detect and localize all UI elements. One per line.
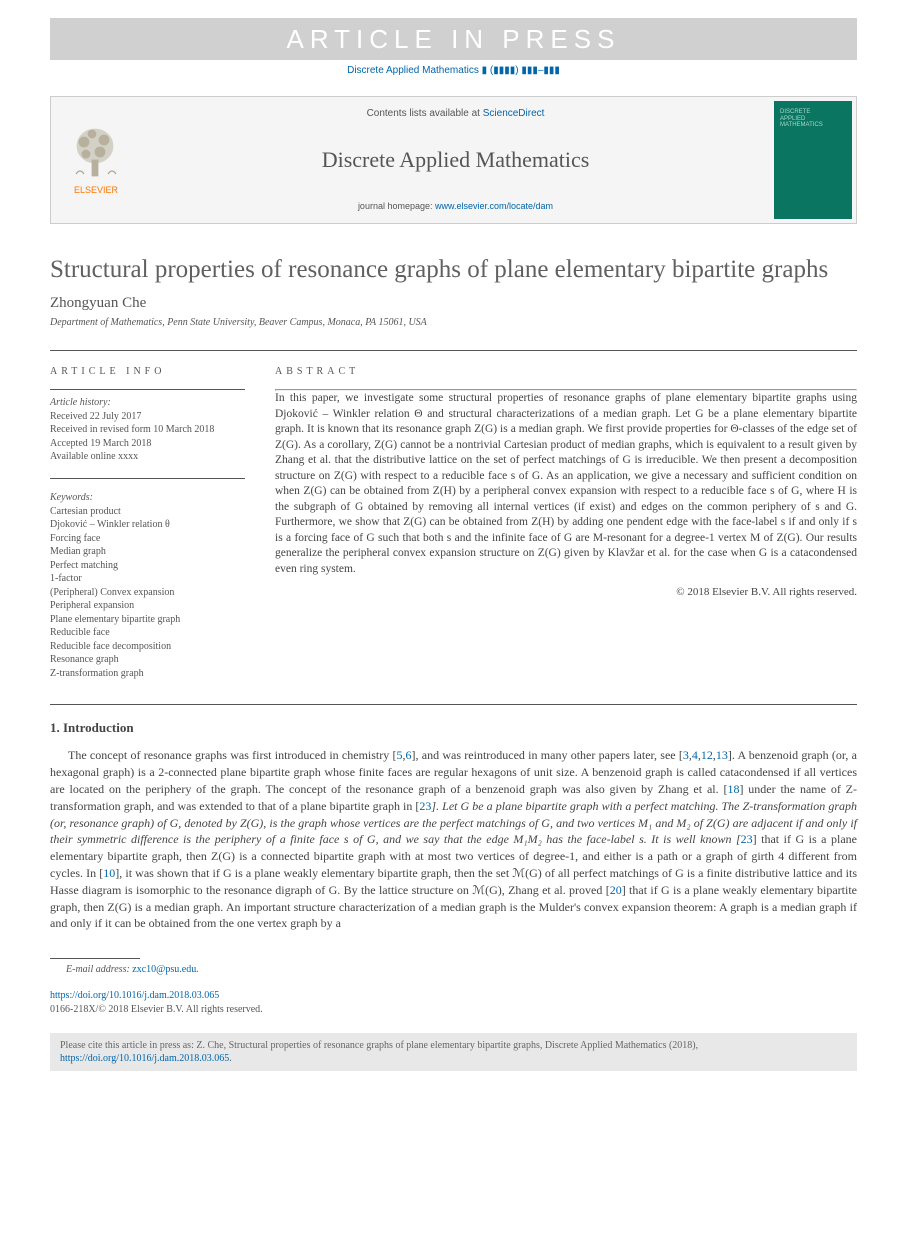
keyword: Reducible face decomposition	[50, 640, 245, 654]
email-footnote: E-mail address: zxc10@psu.edu.	[50, 963, 857, 977]
cite-doi-link[interactable]: https://doi.org/10.1016/j.dam.2018.03.06…	[60, 1053, 229, 1064]
keyword: Djoković – Winkler relation θ	[50, 518, 245, 532]
keyword: Median graph	[50, 545, 245, 559]
header-center: Contents lists available at ScienceDirec…	[141, 97, 770, 223]
article-history: Article history: Received 22 July 2017 R…	[50, 396, 245, 464]
citation-link[interactable]: 13	[716, 748, 728, 762]
publisher-logo: ELSEVIER	[51, 97, 141, 223]
revised-date: Received in revised form 10 March 2018	[50, 423, 245, 437]
text: ], and was reintroduced in many other pa…	[412, 748, 683, 762]
contents-prefix: Contents lists available at	[367, 108, 483, 119]
email-link[interactable]: zxc10@psu.edu	[132, 964, 196, 975]
abstract-column: abstract In this paper, we investigate s…	[275, 351, 857, 680]
homepage-line: journal homepage: www.elsevier.com/locat…	[358, 200, 553, 213]
cite-text: Please cite this article in press as: Z.…	[60, 1040, 698, 1051]
text: The concept of resonance graphs was firs…	[68, 748, 397, 762]
banner-text: ARTICLE IN PRESS	[287, 21, 621, 57]
doi-link[interactable]: https://doi.org/10.1016/j.dam.2018.03.06…	[50, 989, 857, 1003]
intro-paragraph: The concept of resonance graphs was firs…	[50, 747, 857, 932]
issn-copyright: 0166-218X/© 2018 Elsevier B.V. All right…	[50, 1003, 857, 1017]
banner-subtext: Discrete Applied Mathematics ▮ (▮▮▮▮) ▮▮…	[0, 64, 907, 78]
section-heading: 1. Introduction	[50, 719, 857, 737]
keyword: (Peripheral) Convex expansion	[50, 586, 245, 600]
article-title: Structural properties of resonance graph…	[50, 254, 857, 285]
cover-word-1: DISCRETE	[780, 109, 846, 116]
keywords-rule	[50, 478, 245, 479]
citation-box: Please cite this article in press as: Z.…	[50, 1033, 857, 1071]
sciencedirect-link[interactable]: ScienceDirect	[483, 108, 545, 119]
keyword: Forcing face	[50, 532, 245, 546]
keyword: Resonance graph	[50, 653, 245, 667]
author-name: Zhongyuan Che	[50, 293, 857, 314]
abstract-header: abstract	[275, 351, 857, 389]
cite-suffix: .	[229, 1053, 232, 1064]
citation-link[interactable]: 12	[701, 748, 713, 762]
article-info-column: article info Article history: Received 2…	[50, 351, 245, 680]
journal-header: ELSEVIER Contents lists available at Sci…	[50, 96, 857, 224]
email-label: E-mail address:	[66, 964, 132, 975]
abstract-text: In this paper, we investigate some struc…	[275, 391, 857, 577]
keyword: Cartesian product	[50, 505, 245, 519]
section-divider	[50, 704, 857, 705]
article-info-header: article info	[50, 351, 245, 389]
keyword: Perfect matching	[50, 559, 245, 573]
citation-link[interactable]: 20	[610, 883, 622, 897]
keyword: Z-transformation graph	[50, 667, 245, 681]
article-in-press-banner: ARTICLE IN PRESS	[50, 18, 857, 60]
keyword: Peripheral expansion	[50, 599, 245, 613]
received-date: Received 22 July 2017	[50, 410, 245, 424]
contents-line: Contents lists available at ScienceDirec…	[367, 107, 545, 121]
elsevier-tree-icon	[68, 124, 124, 180]
keyword: Plane elementary bipartite graph	[50, 613, 245, 627]
journal-title: Discrete Applied Mathematics	[322, 145, 590, 176]
cover-word-3: MATHEMATICS	[780, 122, 846, 129]
keyword: Reducible face	[50, 626, 245, 640]
journal-cover-thumb: DISCRETE APPLIED MATHEMATICS	[774, 101, 852, 219]
publisher-name: ELSEVIER	[74, 184, 118, 197]
citation-link[interactable]: 10	[103, 866, 115, 880]
citation-link[interactable]: 18	[727, 782, 739, 796]
keyword: 1-factor	[50, 572, 245, 586]
citation-link[interactable]: 23	[419, 799, 431, 813]
cover-word-2: APPLIED	[780, 116, 846, 123]
abstract-copyright: © 2018 Elsevier B.V. All rights reserved…	[275, 585, 857, 600]
homepage-link[interactable]: www.elsevier.com/locate/dam	[435, 201, 553, 211]
author-affiliation: Department of Mathematics, Penn State Un…	[50, 316, 857, 330]
keywords-label: Keywords:	[50, 491, 245, 505]
info-abstract-row: article info Article history: Received 2…	[50, 350, 857, 680]
info-rule	[50, 389, 245, 390]
history-label: Article history:	[50, 396, 245, 410]
available-date: Available online xxxx	[50, 450, 245, 464]
homepage-prefix: journal homepage:	[358, 201, 435, 211]
accepted-date: Accepted 19 March 2018	[50, 437, 245, 451]
footnote-rule	[50, 958, 140, 959]
email-suffix: .	[196, 964, 199, 975]
citation-link[interactable]: 23	[741, 832, 753, 846]
